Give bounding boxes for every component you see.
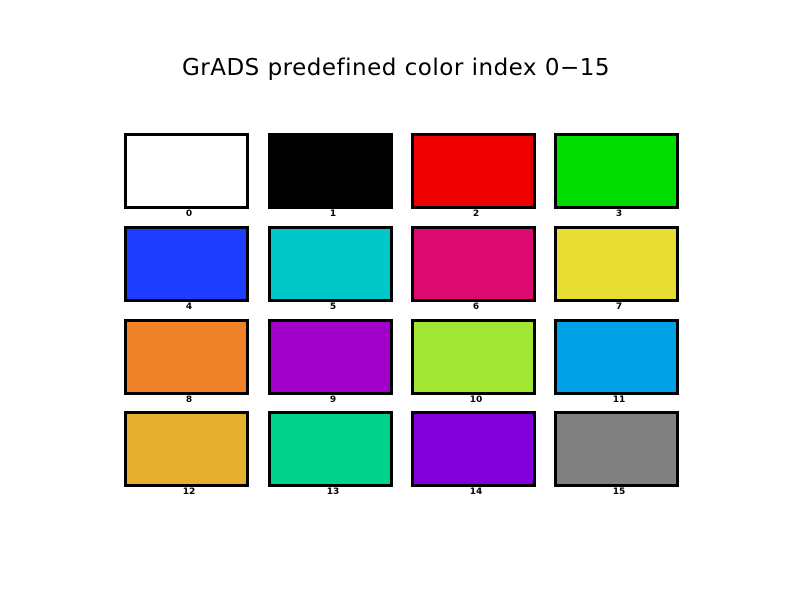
swatch-cell: 12 — [124, 411, 249, 501]
color-swatch — [124, 226, 249, 302]
color-swatch — [554, 133, 679, 209]
color-swatch — [554, 411, 679, 487]
swatch-cell: 0 — [124, 133, 249, 223]
swatch-cell: 9 — [268, 319, 393, 409]
color-swatch — [268, 133, 393, 209]
color-swatch — [268, 319, 393, 395]
swatch-cell: 3 — [554, 133, 679, 223]
color-swatch — [411, 226, 536, 302]
swatch-cell: 1 — [268, 133, 393, 223]
swatch-cell: 2 — [411, 133, 536, 223]
color-swatch — [554, 319, 679, 395]
swatch-label: 3 — [615, 209, 623, 219]
swatch-label: 10 — [469, 395, 483, 405]
swatch-label: 9 — [329, 395, 337, 405]
swatch-cell: 4 — [124, 226, 249, 316]
swatch-cell: 6 — [411, 226, 536, 316]
color-swatch — [411, 319, 536, 395]
swatch-label: 14 — [469, 487, 483, 497]
swatch-cell: 15 — [554, 411, 679, 501]
page-title: GrADS predefined color index 0−15 — [181, 55, 611, 81]
color-swatch — [124, 319, 249, 395]
swatch-cell: 5 — [268, 226, 393, 316]
swatch-cell: 13 — [268, 411, 393, 501]
swatch-label: 2 — [472, 209, 480, 219]
color-swatch — [411, 411, 536, 487]
swatch-label: 15 — [612, 487, 626, 497]
swatch-label: 6 — [472, 302, 480, 312]
swatch-label: 1 — [329, 209, 337, 219]
color-swatch-grid: 0 1 2 3 4 5 6 7 8 9 10 11 — [124, 133, 680, 503]
swatch-cell: 14 — [411, 411, 536, 501]
swatch-cell: 7 — [554, 226, 679, 316]
swatch-label: 5 — [329, 302, 337, 312]
swatch-cell: 11 — [554, 319, 679, 409]
color-swatch — [268, 226, 393, 302]
swatch-label: 12 — [182, 487, 196, 497]
swatch-label: 11 — [612, 395, 626, 405]
swatch-cell: 10 — [411, 319, 536, 409]
swatch-cell: 8 — [124, 319, 249, 409]
color-swatch — [268, 411, 393, 487]
swatch-label: 7 — [615, 302, 623, 312]
color-swatch — [411, 133, 536, 209]
swatch-label: 4 — [185, 302, 193, 312]
swatch-label: 0 — [185, 209, 193, 219]
swatch-label: 8 — [185, 395, 193, 405]
color-swatch — [124, 133, 249, 209]
color-swatch — [124, 411, 249, 487]
swatch-label: 13 — [326, 487, 340, 497]
color-swatch — [554, 226, 679, 302]
